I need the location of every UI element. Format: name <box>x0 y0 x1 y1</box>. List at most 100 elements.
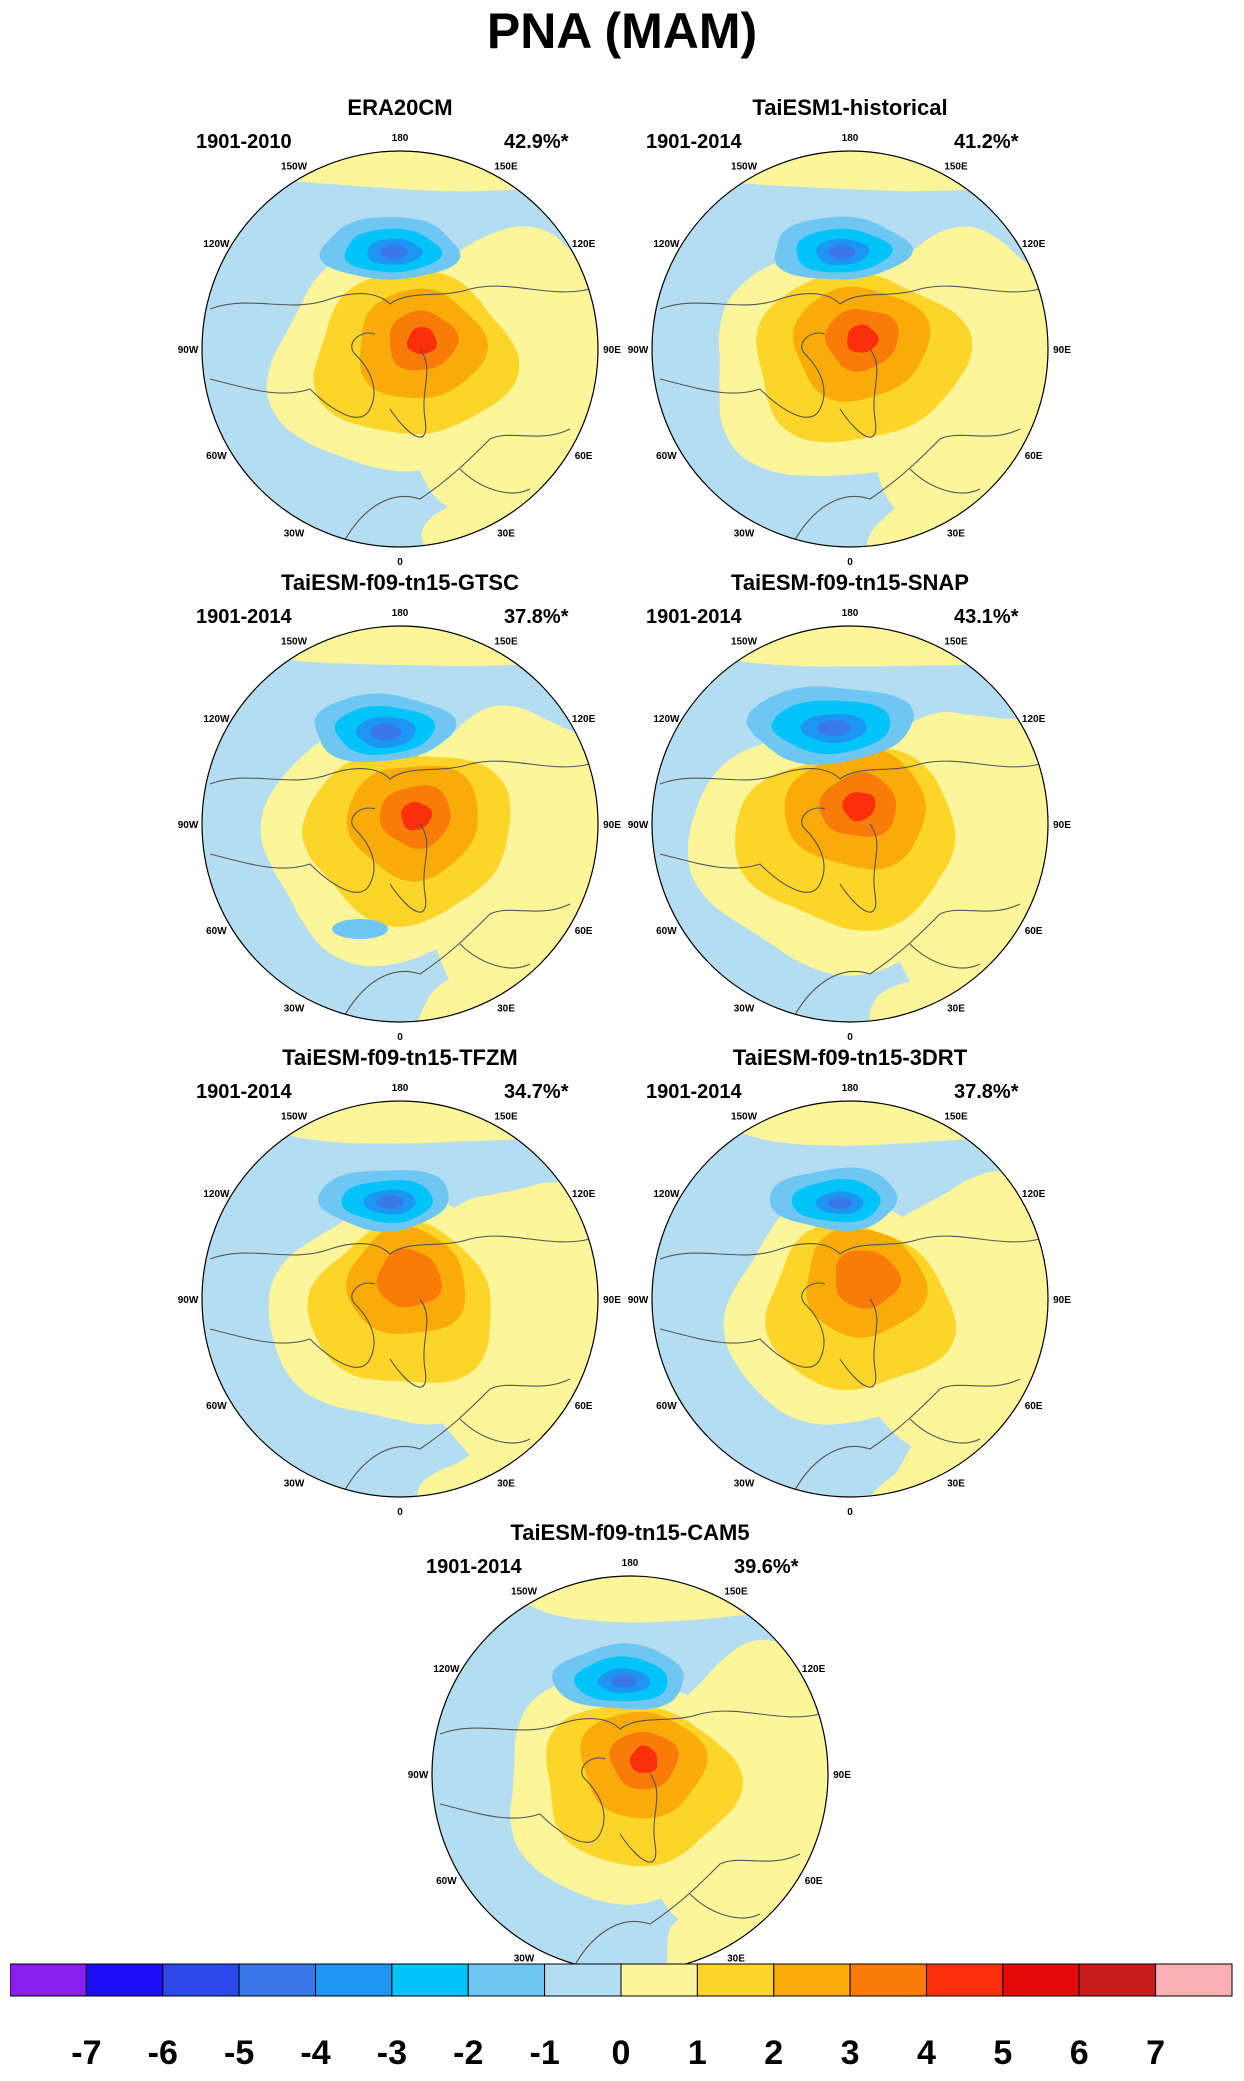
anomaly-field-positive-core <box>835 1250 902 1309</box>
longitude-label: 150W <box>281 636 308 647</box>
longitude-label: 30W <box>514 1954 535 1965</box>
coastline-alaska <box>209 293 391 310</box>
coastline-mediterranean <box>689 1893 761 1919</box>
longitude-label: 60E <box>1025 1401 1043 1412</box>
longitude-label: 60W <box>656 926 677 937</box>
longitude-label: 90W <box>408 1770 429 1781</box>
colorbar <box>10 1963 1233 1997</box>
longitude-label: 30W <box>284 529 305 540</box>
colorbar-tick-label: -6 <box>147 2034 178 2072</box>
anomaly-field-positive-max <box>847 324 879 353</box>
longitude-label: 120W <box>653 1189 680 1200</box>
longitude-label: 30E <box>947 529 965 540</box>
longitude-label: 60W <box>206 451 227 462</box>
longitude-label: 150W <box>281 1111 308 1122</box>
coastline-north-america <box>659 807 826 893</box>
panel-explained-variance: 42.9%* <box>504 131 569 153</box>
coastline-europe <box>569 1853 801 1972</box>
coastline-mediterranean <box>909 468 981 494</box>
longitude-label: 120W <box>203 714 230 725</box>
coastline-greenland <box>839 1298 878 1388</box>
longitude-label: 0 <box>397 1032 403 1043</box>
coastline-europe <box>339 428 571 547</box>
colorbar-swatch <box>1002 1963 1080 1997</box>
anomaly-field-positive-max <box>401 801 433 831</box>
coastline-europe <box>339 903 571 1022</box>
longitude-label: 120E <box>572 239 596 250</box>
anomaly-field-positive-weak <box>240 626 598 666</box>
longitude-label: 30W <box>284 1004 305 1015</box>
panel-title: TaiESM-f09-tn15-GTSC <box>281 570 519 595</box>
panel-title: ERA20CM <box>347 95 453 120</box>
longitude-label: 180 <box>622 1558 639 1569</box>
map-panel: TaiESM-f09-tn15-GTSC 1901-2014 37.8%* 180 15… <box>170 570 630 1043</box>
longitude-label: 90W <box>628 1295 649 1306</box>
longitude-label: 60W <box>436 1876 457 1887</box>
panel-title: TaiESM-f09-tn15-SNAP <box>731 570 969 595</box>
longitude-label: 30E <box>497 1479 515 1490</box>
coastline-siberia <box>389 285 591 305</box>
coastline-alaska <box>209 1243 391 1260</box>
longitude-label: 90W <box>628 820 649 831</box>
longitude-label: 0 <box>397 557 403 568</box>
colorbar-swatch <box>391 1963 469 1997</box>
polar-map: 180 150E 120E 90E 60E 30E 0 30W 60W 90W 120W 150W <box>628 133 1072 568</box>
longitude-label: 120E <box>1022 1189 1046 1200</box>
longitude-label: 30E <box>947 1479 965 1490</box>
longitude-label: 0 <box>397 1507 403 1518</box>
coastline-siberia <box>389 760 591 780</box>
anomaly-field-positive-core <box>376 1248 442 1308</box>
colorbar-tick-label: -1 <box>529 2034 560 2072</box>
longitude-label: 150E <box>944 636 968 647</box>
longitude-label: 30E <box>497 529 515 540</box>
longitude-label: 120W <box>433 1664 460 1675</box>
longitude-label: 0 <box>847 557 853 568</box>
figure-title: PNA (MAM) <box>486 3 758 59</box>
coastline-siberia <box>389 1235 591 1255</box>
polar-map: 180 150E 120E 90E 60E 30E 0 30W 60W 90W 120W 150W <box>628 1083 1072 1518</box>
coastline-europe <box>339 1378 571 1497</box>
longitude-label: 30E <box>947 1004 965 1015</box>
longitude-label: 90W <box>178 1295 199 1306</box>
coastline-greenland <box>839 823 878 913</box>
longitude-label: 60E <box>575 1401 593 1412</box>
colorbar-swatch <box>238 1963 317 1997</box>
longitude-label: 60W <box>206 1401 227 1412</box>
coastline-europe <box>789 903 1021 1022</box>
panel-period: 1901-2014 <box>426 1556 522 1578</box>
anomaly-field-positive-weak <box>250 1101 598 1144</box>
anomaly-field-positive-weak <box>221 151 598 192</box>
longitude-label: 120E <box>572 714 596 725</box>
map-panel: TaiESM-f09-tn15-TFZM 1901-2014 34.7%* 180 15… <box>170 1045 630 1518</box>
longitude-label: 150W <box>731 161 758 172</box>
longitude-label: 60E <box>575 451 593 462</box>
coastline-greenland <box>389 1298 428 1388</box>
longitude-label: 60W <box>206 926 227 937</box>
coastline-siberia <box>839 285 1041 305</box>
colorbar-swatch <box>849 1963 928 1997</box>
polar-map: 180 150E 120E 90E 60E 30E 0 30W 60W 90W 120W 150W <box>178 608 622 1043</box>
longitude-label: 90W <box>178 820 199 831</box>
longitude-label: 90E <box>603 345 621 356</box>
longitude-label: 150W <box>511 1586 538 1597</box>
panel-title: TaiESM-f09-tn15-3DRT <box>732 1045 968 1070</box>
colorbar-swatch <box>162 1963 240 1997</box>
coastline-europe <box>789 1378 1021 1497</box>
polar-map: 180 150E 120E 90E 60E 30E 0 30W 60W 90W 120W 150W <box>178 133 622 568</box>
longitude-label: 180 <box>842 1083 859 1094</box>
colorbar-tick-label: 0 <box>611 2034 631 2072</box>
coastline-mediterranean <box>459 943 531 969</box>
longitude-label: 60E <box>1025 926 1043 937</box>
map-frame <box>651 1100 1049 1498</box>
longitude-label: 120E <box>572 1189 596 1200</box>
longitude-label: 30E <box>727 1954 745 1965</box>
map-frame <box>201 1100 599 1498</box>
coastline-mediterranean <box>909 1418 981 1444</box>
panel-title: TaiESM1-historical <box>752 95 948 120</box>
coastline-mediterranean <box>909 943 981 969</box>
coastline-north-america <box>209 807 376 893</box>
map-panel: ERA20CM 1901-2010 42.9%* 180 150E 120E 90E 60E 3… <box>170 95 630 568</box>
coastline-siberia <box>839 1235 1041 1255</box>
coastline-europe <box>789 428 1021 547</box>
longitude-label: 120W <box>653 239 680 250</box>
